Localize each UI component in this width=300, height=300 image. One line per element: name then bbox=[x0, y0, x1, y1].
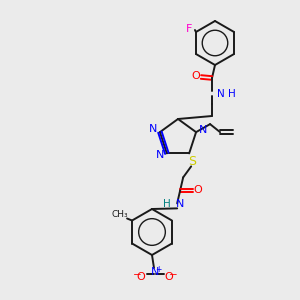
Text: F: F bbox=[186, 24, 192, 34]
Text: −: − bbox=[133, 270, 141, 280]
Text: O: O bbox=[136, 272, 146, 282]
Text: H: H bbox=[164, 200, 171, 209]
Text: N: N bbox=[176, 200, 184, 209]
Text: O: O bbox=[192, 71, 200, 81]
Text: +: + bbox=[155, 265, 161, 274]
Text: CH₃: CH₃ bbox=[112, 210, 128, 219]
Text: O: O bbox=[165, 272, 173, 282]
Text: N: N bbox=[151, 267, 159, 277]
Text: S: S bbox=[188, 155, 196, 168]
Text: O: O bbox=[194, 185, 203, 195]
Text: N: N bbox=[149, 124, 157, 134]
Text: N: N bbox=[199, 125, 207, 135]
Text: N H: N H bbox=[217, 89, 236, 99]
Text: −: − bbox=[169, 270, 177, 280]
Text: N: N bbox=[156, 150, 164, 161]
